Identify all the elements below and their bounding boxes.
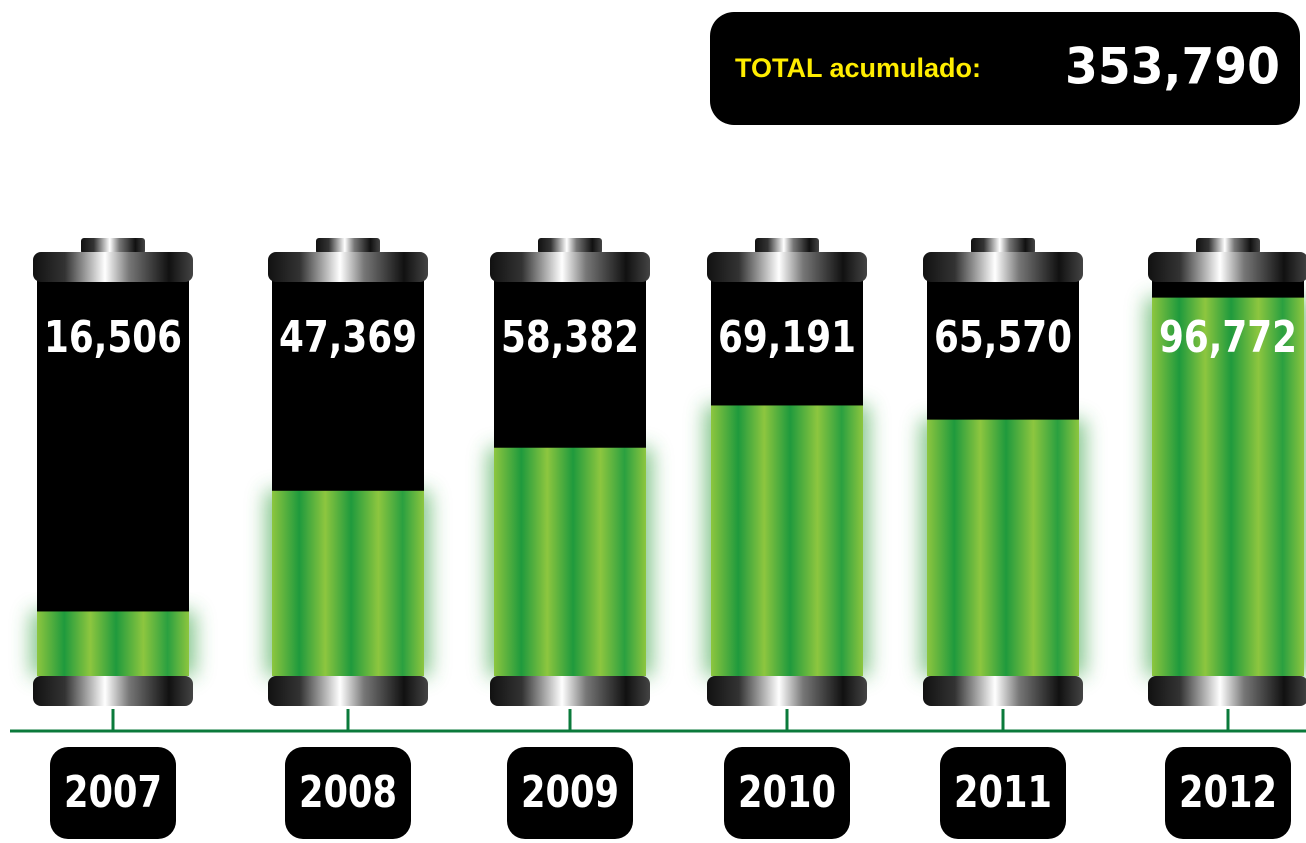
x-tick-label: 2009 [521, 767, 619, 818]
data-label: 65,570 [934, 312, 1072, 363]
battery-base [268, 676, 428, 706]
battery-cap [1148, 252, 1306, 282]
year-box [285, 747, 411, 839]
x-tick-label: 2010 [738, 767, 836, 818]
bar [1152, 297, 1304, 676]
total-value: 353,790 [1065, 38, 1280, 96]
battery-body [37, 280, 189, 676]
year-box [50, 747, 176, 839]
battery-cap [268, 252, 428, 282]
battery-terminal [538, 238, 602, 254]
data-label: 69,191 [718, 312, 856, 363]
year-box [724, 747, 850, 839]
battery-cap [33, 252, 193, 282]
data-label: 16,506 [44, 312, 182, 363]
data-label: 47,369 [279, 312, 417, 363]
x-tick-label: 2008 [299, 767, 397, 818]
battery-base [1148, 676, 1306, 706]
x-tick-label: 2012 [1179, 767, 1277, 818]
battery-cap [707, 252, 867, 282]
bar [37, 611, 189, 676]
data-label: 58,382 [501, 312, 639, 363]
battery-cap [923, 252, 1083, 282]
total-label: TOTAL acumulado: [735, 53, 981, 83]
battery-cap [490, 252, 650, 282]
battery-terminal [971, 238, 1035, 254]
total-box [710, 12, 1300, 125]
battery-base [33, 676, 193, 706]
bar [272, 490, 424, 676]
data-label: 96,772 [1159, 312, 1297, 363]
bar [494, 447, 646, 676]
x-tick-label: 2011 [954, 767, 1052, 818]
battery-terminal [755, 238, 819, 254]
x-tick-label: 2007 [64, 767, 162, 818]
battery-base [490, 676, 650, 706]
year-box [1165, 747, 1291, 839]
battery-base [707, 676, 867, 706]
year-box [507, 747, 633, 839]
year-box [940, 747, 1066, 839]
battery-base [923, 676, 1083, 706]
battery-terminal [316, 238, 380, 254]
battery-terminal [81, 238, 145, 254]
bar [711, 405, 863, 676]
battery-terminal [1196, 238, 1260, 254]
bar [927, 419, 1079, 676]
